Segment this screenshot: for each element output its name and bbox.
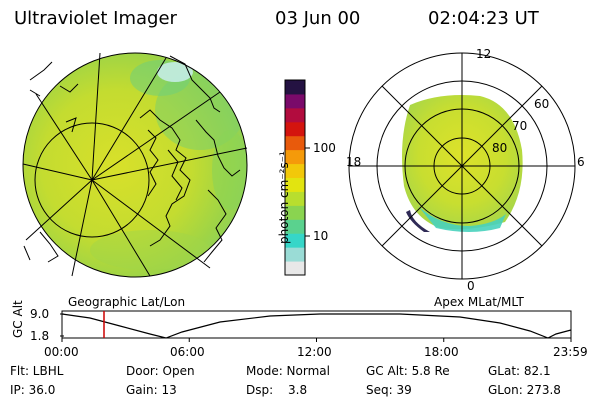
- timeline-ytick-min: 1.8: [30, 329, 50, 343]
- glat-info: GLat: 82.1: [488, 364, 551, 378]
- glon-info: GLon: 273.8: [488, 383, 561, 397]
- colorbar-band: [285, 261, 305, 276]
- timeline-xtick-0000: 00:00: [44, 345, 79, 359]
- colorbar-band: [285, 177, 305, 192]
- timeline-xtick-1800: 18:00: [424, 345, 459, 359]
- right-panel-caption: Apex MLat/MLT: [434, 295, 524, 309]
- mlat-label-70: 70: [512, 119, 528, 133]
- filter-info: Flt: LBHL: [10, 364, 64, 378]
- colorbar-band: [285, 191, 305, 206]
- left-panel-caption: Geographic Lat/Lon: [68, 295, 186, 309]
- colorbar-tick-10: 10: [313, 229, 329, 243]
- colorbar: [284, 79, 310, 276]
- timeline-ylabel: GC Alt: [11, 300, 25, 338]
- colorbar-band: [285, 233, 305, 248]
- mlat-label-80: 80: [492, 141, 508, 155]
- timeline-xtick-0600: 06:00: [170, 345, 205, 359]
- colorbar-band: [285, 93, 305, 109]
- colorbar-band: [285, 135, 305, 151]
- colorbar-band: [285, 219, 305, 234]
- date-label: 03 Jun 00: [275, 8, 361, 29]
- mlt-label-0: 0: [467, 279, 475, 293]
- timeline-ytick-max: 9.0: [30, 307, 50, 321]
- instrument-title: Ultraviolet Imager: [14, 8, 177, 29]
- timeline-xtick-2359: 23:59: [553, 345, 588, 359]
- colorbar-band: [285, 107, 305, 123]
- seq-info: Seq: 39: [366, 383, 412, 397]
- gain-info: Gain: 13: [126, 383, 177, 397]
- mlt-label-18: 18: [346, 155, 362, 169]
- timeline-xtick-1200: 12:00: [297, 345, 332, 359]
- altitude-timeline: [60, 310, 572, 342]
- colorbar-unit-label: photon cm⁻²s⁻¹: [277, 151, 291, 244]
- ip-info: IP: 36.0: [10, 383, 56, 397]
- colorbar-tick-100: 100: [313, 141, 336, 155]
- dsp-label: Dsp:: [246, 383, 274, 397]
- colorbar-band: [285, 149, 305, 165]
- door-info: Door: Open: [126, 364, 195, 378]
- colorbar-band: [285, 80, 305, 95]
- mlt-label-6: 6: [577, 155, 585, 169]
- time-label: 02:04:23 UT: [428, 8, 539, 29]
- mlt-label-12: 12: [476, 47, 492, 61]
- apex-polar-plot: [348, 52, 576, 280]
- geographic-image: [22, 52, 248, 278]
- colorbar-band: [285, 247, 305, 262]
- mode-info: Mode: Normal: [246, 364, 330, 378]
- colorbar-band: [285, 163, 305, 178]
- colorbar-band: [285, 205, 305, 220]
- colorbar-band: [285, 121, 305, 137]
- mlat-label-60: 60: [534, 97, 550, 111]
- dsp-value: 3.8: [288, 383, 308, 397]
- gc-alt-info: GC Alt: 5.8 Re: [366, 364, 450, 378]
